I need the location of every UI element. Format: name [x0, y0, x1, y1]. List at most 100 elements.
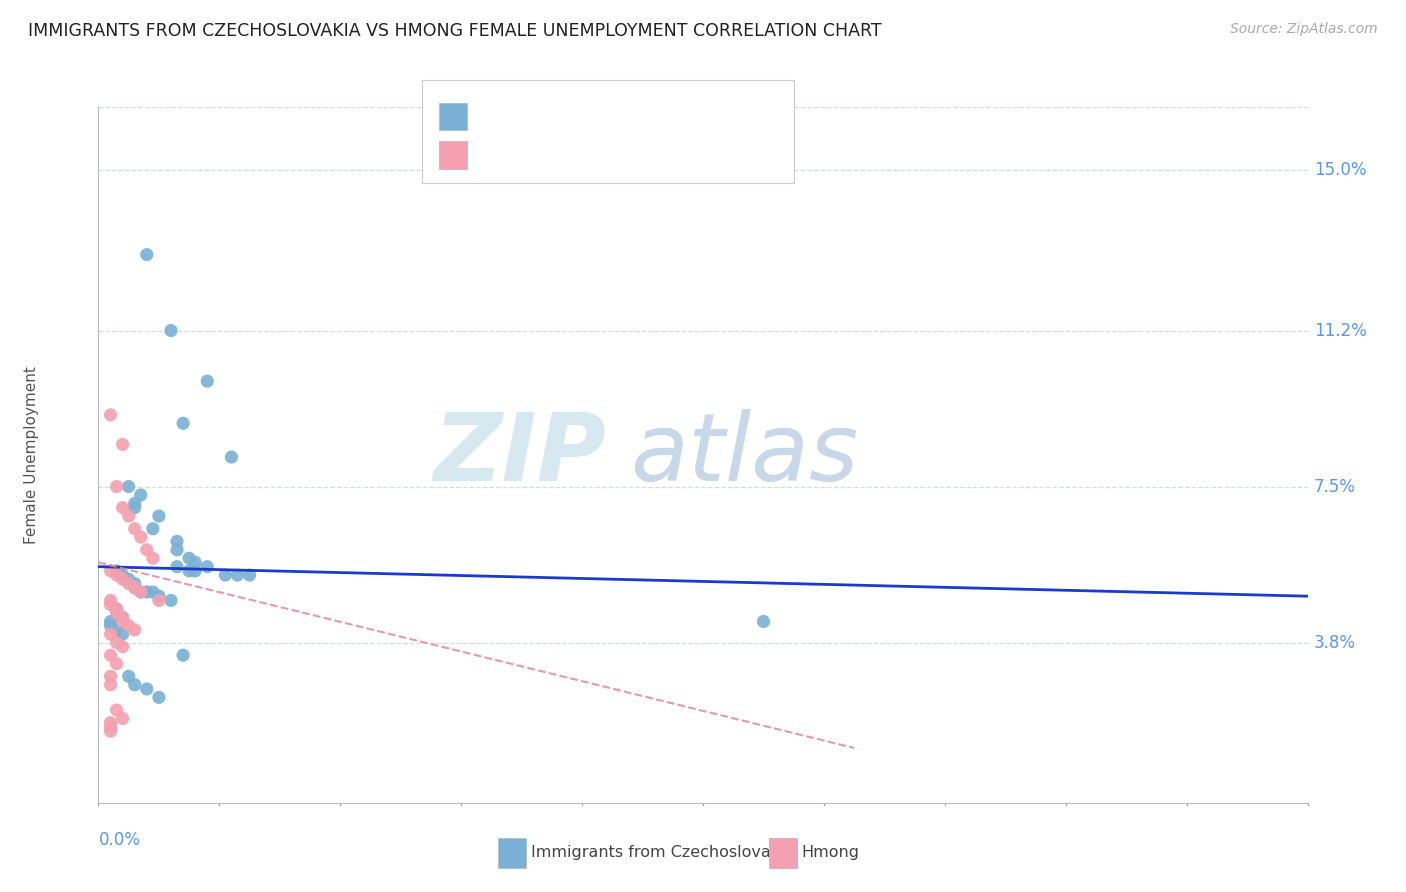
Text: N =: N =	[628, 107, 665, 125]
Point	[239, 568, 262, 582]
Point	[111, 640, 134, 654]
Point	[105, 703, 128, 717]
Text: 0.0%: 0.0%	[98, 830, 141, 848]
Point	[100, 678, 122, 692]
Text: 44: 44	[665, 107, 689, 125]
Point	[195, 559, 218, 574]
Point	[100, 724, 122, 739]
Point	[142, 585, 165, 599]
Point	[166, 542, 188, 557]
Point	[166, 559, 188, 574]
Point	[124, 678, 146, 692]
Text: Hmong: Hmong	[801, 846, 859, 860]
Text: ZIP: ZIP	[433, 409, 606, 501]
Point	[129, 585, 152, 599]
Point	[221, 450, 243, 464]
Point	[100, 618, 122, 632]
Point	[118, 509, 141, 524]
Point	[100, 615, 122, 629]
Text: atlas: atlas	[630, 409, 859, 500]
Point	[111, 627, 134, 641]
Point	[752, 615, 775, 629]
Point	[111, 610, 134, 624]
Point	[105, 602, 128, 616]
Point	[172, 417, 194, 431]
Point	[214, 568, 236, 582]
Point	[177, 551, 201, 566]
Point	[135, 681, 157, 696]
Point	[148, 690, 170, 705]
Text: N =: N =	[628, 152, 665, 169]
Text: 36: 36	[665, 152, 688, 169]
Text: -0.050: -0.050	[513, 107, 572, 125]
Text: 3.8%: 3.8%	[1313, 633, 1355, 651]
Point	[160, 324, 183, 338]
Point	[124, 500, 146, 515]
Point	[142, 522, 165, 536]
Text: 11.2%: 11.2%	[1313, 321, 1367, 340]
Point	[160, 593, 183, 607]
Text: Female Unemployment: Female Unemployment	[24, 366, 39, 544]
Point	[111, 568, 134, 582]
Point	[148, 509, 170, 524]
Point	[177, 564, 201, 578]
Point	[111, 610, 134, 624]
Text: R =: R =	[475, 107, 512, 125]
Point	[124, 623, 146, 637]
Point	[105, 635, 128, 649]
Point	[105, 606, 128, 620]
Point	[124, 581, 146, 595]
Point	[226, 568, 249, 582]
Point	[184, 556, 207, 570]
Point	[166, 534, 188, 549]
Point	[111, 615, 134, 629]
Point	[100, 648, 122, 663]
Point	[135, 585, 157, 599]
Point	[148, 593, 170, 607]
Point	[105, 479, 128, 493]
Point	[142, 551, 165, 566]
Point	[105, 564, 128, 578]
Point	[118, 479, 141, 493]
Text: IMMIGRANTS FROM CZECHOSLOVAKIA VS HMONG FEMALE UNEMPLOYMENT CORRELATION CHART: IMMIGRANTS FROM CZECHOSLOVAKIA VS HMONG …	[28, 22, 882, 40]
Point	[105, 602, 128, 616]
Point	[105, 657, 128, 671]
Point	[129, 488, 152, 502]
Point	[124, 522, 146, 536]
Point	[135, 247, 157, 261]
Point	[111, 437, 134, 451]
Point	[129, 585, 152, 599]
Point	[100, 598, 122, 612]
Point	[118, 572, 141, 586]
Point	[100, 627, 122, 641]
Point	[100, 408, 122, 422]
Point	[111, 500, 134, 515]
Point	[129, 530, 152, 544]
Point	[124, 581, 146, 595]
Point	[100, 720, 122, 734]
Point	[111, 572, 134, 586]
Point	[148, 589, 170, 603]
Text: Source: ZipAtlas.com: Source: ZipAtlas.com	[1230, 22, 1378, 37]
Text: 15.0%: 15.0%	[1313, 161, 1367, 179]
Point	[124, 496, 146, 510]
Point	[100, 669, 122, 683]
Text: R =: R =	[475, 152, 516, 169]
Point	[184, 564, 207, 578]
Point	[100, 593, 122, 607]
Text: 7.5%: 7.5%	[1313, 477, 1355, 496]
Point	[124, 576, 146, 591]
Point	[100, 715, 122, 730]
Point	[105, 568, 128, 582]
Point	[195, 374, 218, 388]
Point	[118, 618, 141, 632]
Point	[172, 648, 194, 663]
Point	[118, 576, 141, 591]
Text: -0.153: -0.153	[513, 152, 572, 169]
Point	[111, 711, 134, 725]
Text: Immigrants from Czechoslovakia: Immigrants from Czechoslovakia	[531, 846, 794, 860]
Point	[118, 669, 141, 683]
Point	[135, 542, 157, 557]
Point	[105, 623, 128, 637]
Point	[100, 564, 122, 578]
